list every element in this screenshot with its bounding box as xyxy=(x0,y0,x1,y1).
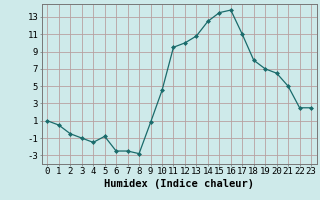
X-axis label: Humidex (Indice chaleur): Humidex (Indice chaleur) xyxy=(104,179,254,189)
